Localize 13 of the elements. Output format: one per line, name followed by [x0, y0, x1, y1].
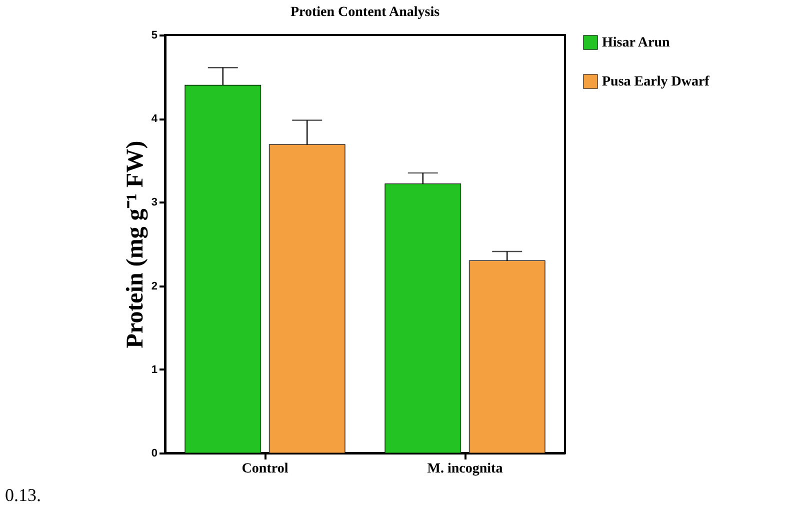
y-tick-label: 4 — [151, 113, 158, 126]
legend-label: Pusa Early Dwarf — [602, 74, 710, 90]
y-axis-title: Protein (mg g⁻¹ FW) — [122, 140, 148, 348]
x-tick-label: Control — [242, 462, 288, 476]
y-tick-label: 2 — [151, 280, 158, 292]
x-tick-label: M. incognita — [427, 462, 503, 476]
y-tick-label: 5 — [151, 30, 158, 42]
legend-label: Hisar Arun — [602, 36, 670, 50]
y-tick-label: 0 — [151, 448, 158, 460]
text: 0.13. — [5, 485, 41, 505]
y-tick-label: 1 — [151, 364, 158, 376]
y-tick-label: 3 — [151, 196, 158, 209]
chart-title: Protien Content Analysis — [290, 5, 440, 20]
